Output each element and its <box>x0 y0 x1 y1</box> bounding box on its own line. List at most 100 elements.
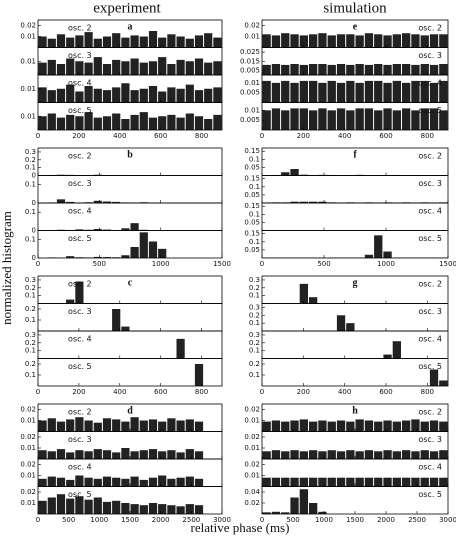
bar <box>130 35 139 48</box>
bar <box>148 503 158 514</box>
bar <box>327 80 336 103</box>
bar <box>318 64 327 75</box>
bar <box>420 421 429 432</box>
bar <box>102 450 112 459</box>
subplot-frame <box>37 47 223 76</box>
bar <box>194 58 204 75</box>
bar <box>130 247 139 258</box>
y-tick-label: 0.1 <box>249 319 260 327</box>
bar <box>38 450 47 459</box>
x-tick-label: 0 <box>260 260 264 268</box>
x-tick-label: 500 <box>286 516 299 524</box>
x-tick-label: 3000 <box>213 516 231 524</box>
x-tick-label: 600 <box>154 132 167 140</box>
bar <box>158 37 167 48</box>
bar <box>271 477 281 487</box>
bar <box>75 496 84 514</box>
series-label: osc. 2 <box>68 280 92 289</box>
bar <box>56 34 66 48</box>
bar <box>374 34 383 48</box>
bar <box>411 64 420 75</box>
y-tick-label: 0.1 <box>25 292 36 300</box>
bar <box>429 420 439 432</box>
series-label: osc. 5 <box>68 234 92 243</box>
bar <box>364 450 374 459</box>
series-label: osc. 2 <box>68 24 92 33</box>
x-tick-label: 1500 <box>213 260 231 268</box>
bar <box>213 114 222 130</box>
bar <box>102 418 112 432</box>
bar <box>318 451 327 459</box>
bar <box>66 419 75 432</box>
bar <box>355 451 364 459</box>
bar <box>281 477 290 487</box>
bar <box>383 477 392 487</box>
y-tick-label: 0.01 <box>20 57 36 65</box>
y-tick-label: 0 <box>32 254 36 262</box>
bar <box>112 87 121 103</box>
bar <box>299 451 308 459</box>
y-tick-label: 0.02 <box>20 488 36 496</box>
bar <box>364 108 374 130</box>
y-tick-label: 0.02 <box>20 22 36 30</box>
bar <box>121 255 130 258</box>
y-tick-label: 0.01 <box>20 112 36 120</box>
bar <box>355 419 364 432</box>
bar <box>75 116 84 130</box>
bar <box>309 503 318 514</box>
series-label: osc. 2 <box>68 408 92 417</box>
bar <box>139 112 148 130</box>
x-tick-label: 500 <box>317 260 330 268</box>
y-tick-label: 0 <box>32 172 36 180</box>
y-tick-label: 0.02 <box>20 461 36 469</box>
series-label: osc. 2 <box>418 152 442 161</box>
x-tick-label: 1500 <box>346 516 364 524</box>
series-label: osc. 5 <box>418 362 442 371</box>
bar <box>392 64 401 75</box>
bar <box>130 417 139 432</box>
bar <box>112 477 121 487</box>
bar <box>327 64 336 75</box>
subplot-frame <box>37 458 223 487</box>
bar <box>148 86 158 103</box>
y-tick-label: 0.15 <box>244 202 260 210</box>
bar <box>364 477 374 487</box>
bar <box>346 34 355 48</box>
bar <box>299 64 308 75</box>
x-tick-label: 400 <box>338 388 351 396</box>
bar <box>290 34 299 48</box>
bar <box>167 418 176 432</box>
bar <box>374 110 383 130</box>
bar <box>439 450 448 459</box>
bar <box>429 82 439 103</box>
bar <box>383 35 392 48</box>
y-tick-label: 0.01 <box>20 33 36 41</box>
bar <box>38 116 47 130</box>
bar <box>262 451 271 459</box>
bar <box>93 449 102 459</box>
bar <box>102 229 112 231</box>
bar <box>194 505 204 514</box>
y-tick-label: 0.2 <box>25 360 36 368</box>
y-tick-label: 0 <box>32 199 36 207</box>
y-tick-label: 0.02 <box>20 406 36 414</box>
bar <box>420 35 429 48</box>
bar <box>411 451 420 459</box>
series-label: osc. 2 <box>418 408 442 417</box>
y-tick-label: 0.3 <box>249 331 260 339</box>
bar <box>148 419 158 432</box>
bar <box>194 116 204 130</box>
x-tick-label: 600 <box>154 388 167 396</box>
bar <box>374 235 383 258</box>
subplot-frame <box>37 431 223 460</box>
bar <box>411 419 420 432</box>
bar <box>411 477 420 487</box>
bar <box>392 477 401 487</box>
series-label: osc. 4 <box>418 335 442 344</box>
bar <box>139 36 148 48</box>
y-tick-label: 0.1 <box>249 347 260 355</box>
bar <box>176 117 185 130</box>
bar <box>158 116 167 130</box>
bar <box>429 369 439 386</box>
subplot-frame <box>261 358 449 387</box>
